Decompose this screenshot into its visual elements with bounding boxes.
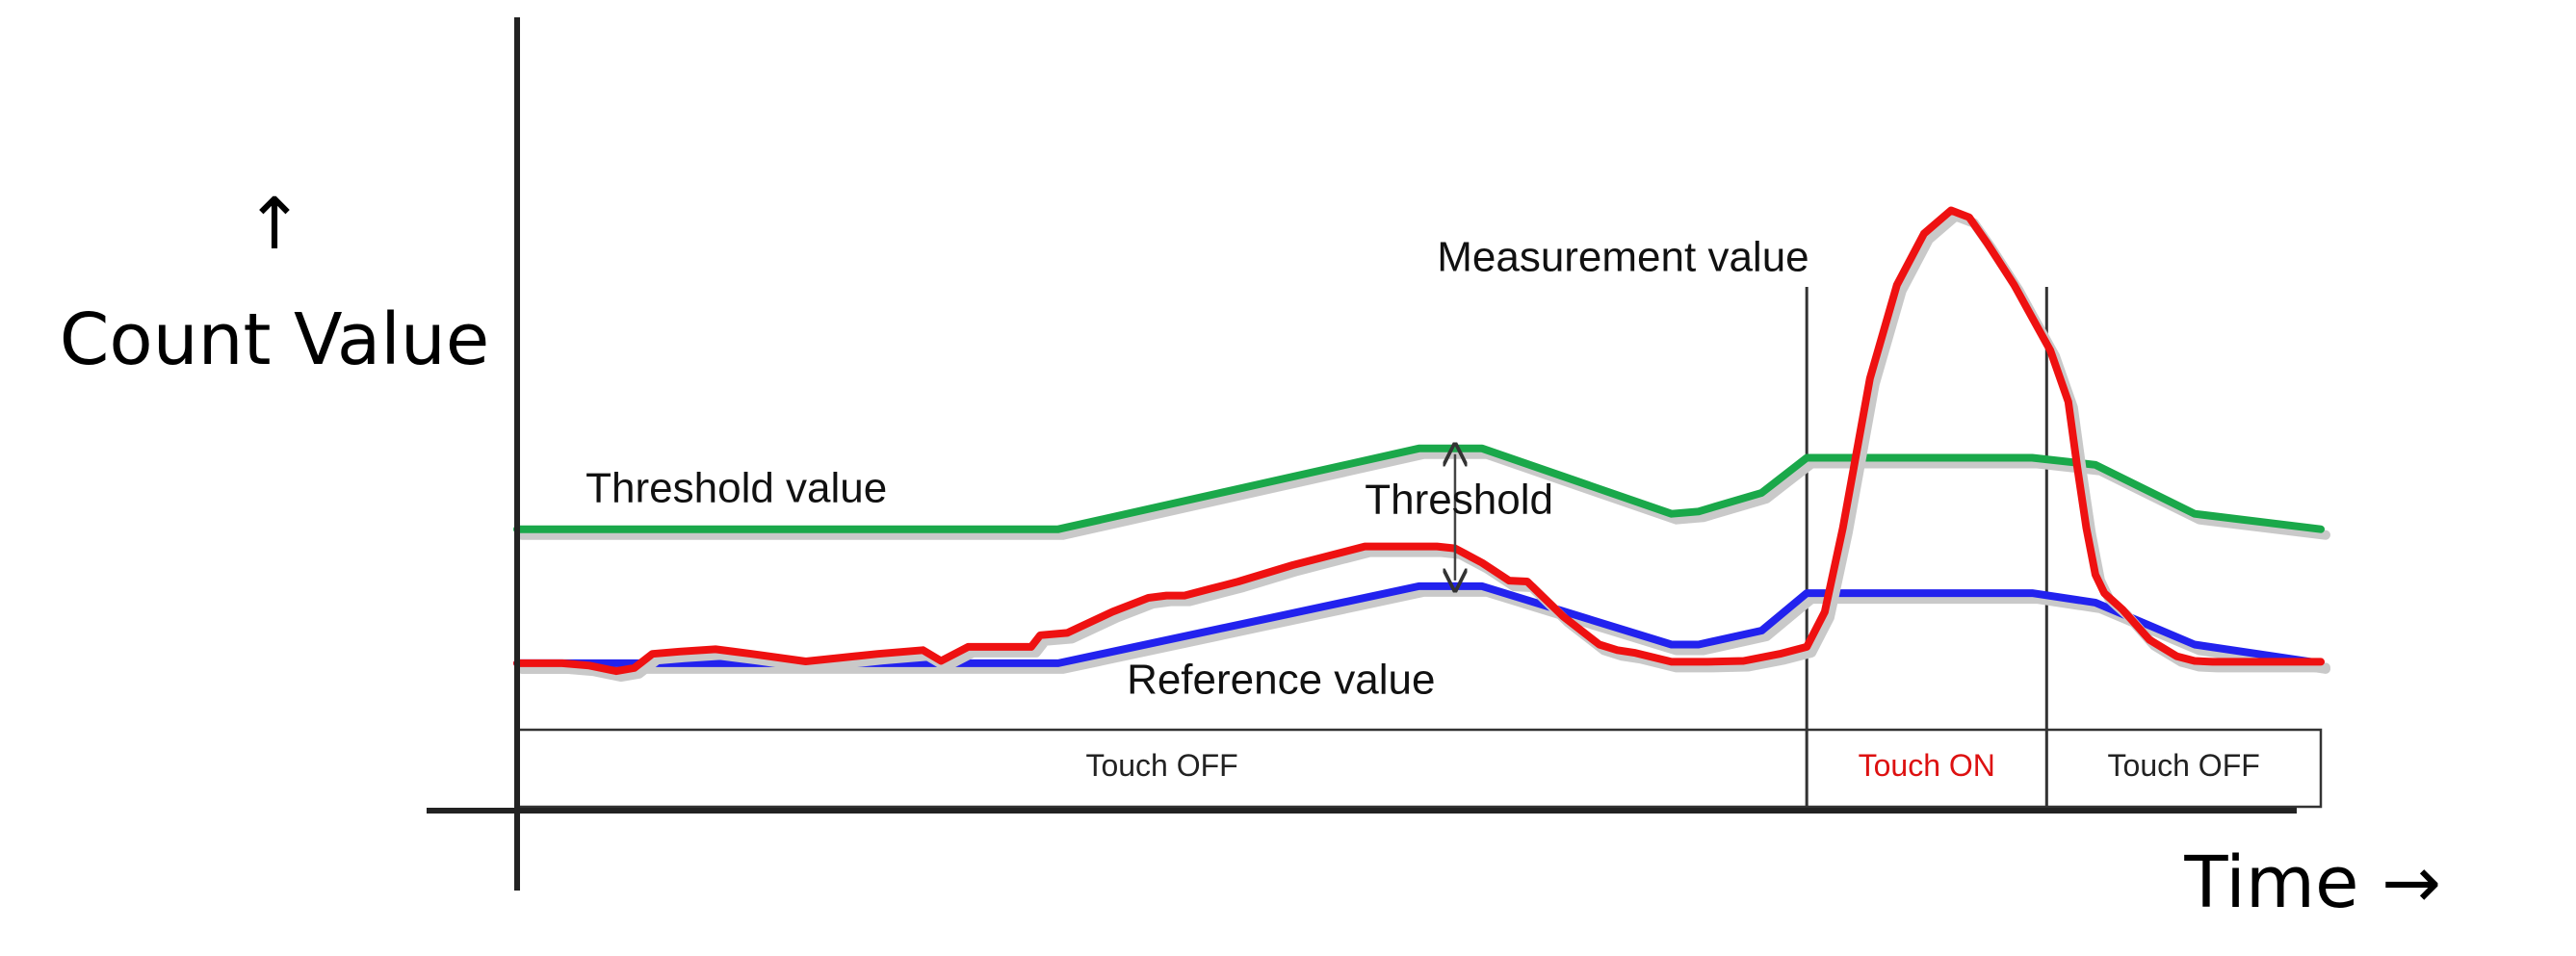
annotation-measurement-value: Measurement value xyxy=(1437,234,1808,281)
annotation-reference-value: Reference value xyxy=(1127,656,1435,703)
y-axis-label: Count Value xyxy=(60,298,490,381)
touch-transition-guides xyxy=(1805,287,2048,811)
series-layer xyxy=(513,206,2330,683)
state-segment-1 xyxy=(1805,728,2048,809)
touch-state-band: Touch OFF Touch ON Touch OFF xyxy=(515,728,2323,809)
x-axis-label: Time → xyxy=(2183,841,2441,924)
y-axis-arrow: ↑ xyxy=(245,183,304,266)
measurement-value-line xyxy=(513,206,2325,676)
annotation-threshold-value: Threshold value xyxy=(585,465,887,512)
state-label-0: Touch OFF xyxy=(1085,748,1237,783)
state-segment-2 xyxy=(2045,728,2323,809)
state-label-1: Touch ON xyxy=(1859,748,1995,783)
state-segment-0 xyxy=(515,728,1808,809)
reference-value-line xyxy=(513,581,2325,667)
annotations: Threshold value Measurement value Threshol… xyxy=(585,234,1808,704)
threshold-value-line xyxy=(513,444,2325,533)
state-label-2: Touch OFF xyxy=(2108,748,2260,783)
annotation-threshold: Threshold xyxy=(1365,477,1553,524)
